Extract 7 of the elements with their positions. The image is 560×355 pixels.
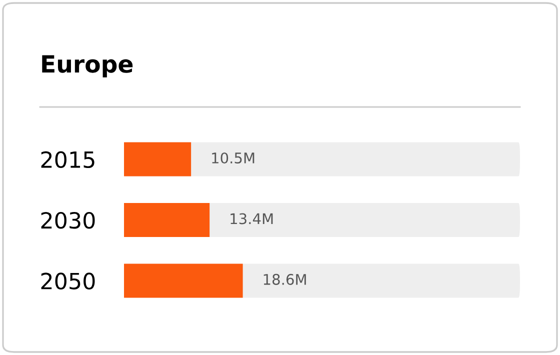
chart-title: Europe — [42, 55, 133, 78]
y-tick-label: 2030 — [41, 212, 95, 229]
y-tick-label: 2050 — [41, 272, 95, 290]
data-label: 18.6M — [264, 274, 306, 285]
data-label: 13.4M — [230, 213, 273, 224]
y-tick-label: 2015 — [41, 151, 94, 168]
data-label: 10.5M — [212, 152, 254, 164]
